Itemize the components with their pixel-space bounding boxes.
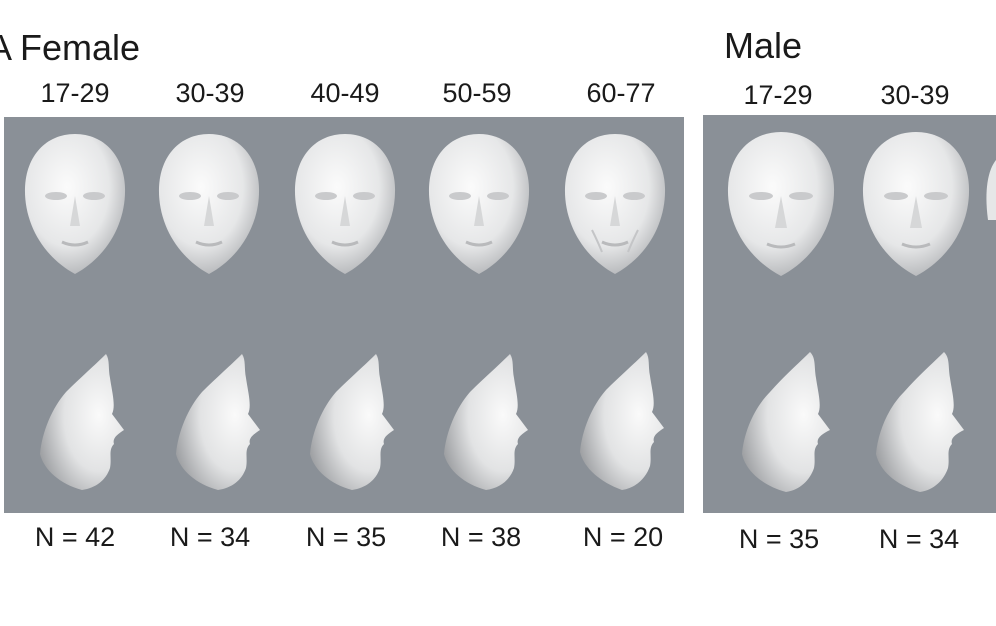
frontal-face-icon — [564, 134, 666, 274]
sample-count: N = 34 — [878, 524, 960, 554]
male-title: Male — [724, 25, 803, 66]
age-label: 30-39 — [880, 80, 950, 110]
frontal-face-icon — [986, 160, 996, 220]
sample-count: N = 35 — [305, 522, 387, 552]
female-title: Female — [20, 27, 141, 68]
profile-face-icon — [444, 354, 528, 490]
frontal-face-icon — [428, 134, 530, 274]
age-label: 50-59 — [442, 78, 512, 108]
sample-count: N = 20 — [582, 522, 664, 552]
profile-face-icon — [176, 354, 260, 490]
profile-face-icon — [310, 354, 394, 490]
profile-face-icon — [876, 352, 964, 492]
age-label: 40-49 — [310, 78, 380, 108]
profile-face-icon — [40, 354, 124, 490]
age-label: 17-29 — [743, 80, 813, 110]
panel-letter: A — [0, 27, 13, 68]
age-label: 60-77 — [586, 78, 656, 108]
sample-count: N = 42 — [34, 522, 116, 552]
frontal-face-icon — [158, 134, 260, 274]
age-label: 17-29 — [40, 78, 110, 108]
sample-count: N = 35 — [738, 524, 820, 554]
age-label: 30-39 — [175, 78, 245, 108]
sample-count: N = 34 — [169, 522, 251, 552]
frontal-face-icon — [294, 134, 396, 274]
sample-count: N = 38 — [440, 522, 522, 552]
profile-face-icon — [580, 352, 664, 490]
frontal-face-icon — [727, 132, 835, 276]
frontal-face-icon — [24, 134, 126, 274]
frontal-face-icon — [862, 132, 970, 276]
profile-face-icon — [742, 352, 830, 492]
